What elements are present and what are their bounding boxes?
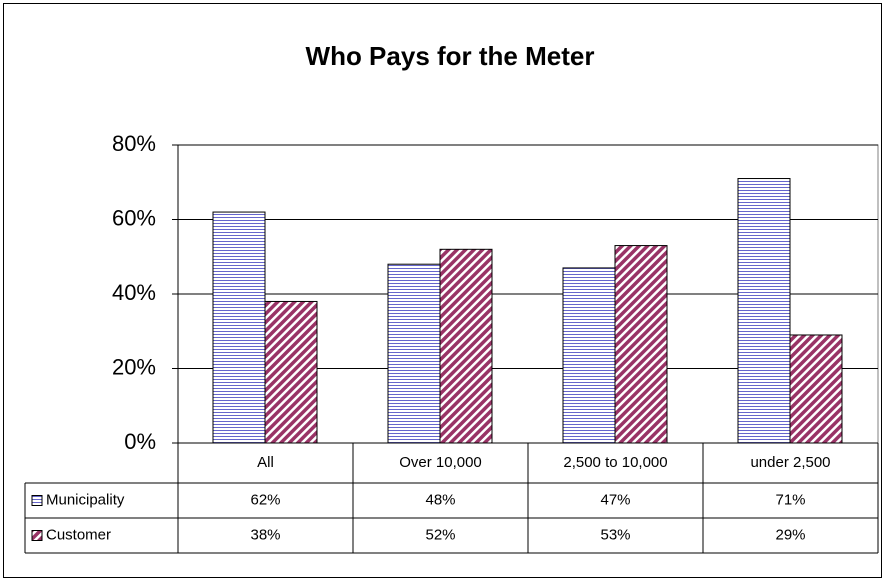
bar [737,178,791,444]
legend-label: Municipality [46,491,125,508]
legend-key [31,495,43,506]
table-value: 62% [250,491,280,508]
bar [439,248,493,444]
x-tick-label: All [257,454,274,471]
table-value: 38% [250,526,280,543]
table-value: 52% [425,526,455,543]
y-tick-label: 60% [112,205,156,230]
legend-key [31,530,43,541]
y-tick-label: 0% [124,429,156,454]
x-tick-label: 2,500 to 10,000 [563,454,667,471]
bar [264,300,318,444]
bar [212,211,266,444]
table-value: 47% [600,491,630,508]
bar [614,245,668,444]
table-value: 53% [600,526,630,543]
y-tick-label: 20% [112,354,156,379]
table-value: 71% [775,491,805,508]
legend-label: Customer [46,526,111,543]
table-value: 29% [775,526,805,543]
y-tick-label: 80% [112,131,156,156]
chart-title: Who Pays for the Meter [306,41,595,71]
table-value: 48% [425,491,455,508]
bar [387,263,441,444]
x-tick-label: Over 10,000 [399,454,482,471]
bar [562,267,616,444]
x-tick-label: under 2,500 [750,454,830,471]
y-tick-label: 40% [112,280,156,305]
bar [789,334,843,444]
